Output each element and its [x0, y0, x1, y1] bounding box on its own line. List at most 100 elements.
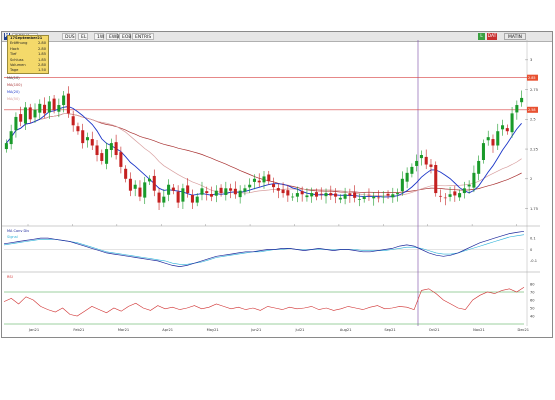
candle-body: [262, 176, 266, 183]
candle-body: [81, 130, 85, 144]
candle-body: [205, 191, 209, 194]
candle-body: [458, 193, 462, 198]
candle-body: [105, 149, 109, 164]
candle-body: [71, 116, 75, 126]
candle-body: [496, 131, 500, 146]
candle-body: [348, 193, 352, 196]
candle-body: [462, 188, 466, 194]
candle-body: [47, 101, 51, 113]
tool-item-eob[interactable]: EOB: [119, 33, 131, 40]
candle-body: [66, 93, 70, 114]
candle-body: [396, 193, 400, 195]
rsi-tick-label: 80: [530, 282, 535, 286]
info-row: Eröffnung 2.80: [10, 41, 46, 46]
indicator-label: MA(100): [7, 83, 22, 87]
x-tick-label: Jun21: [250, 328, 261, 332]
candle-body: [424, 156, 428, 165]
macd-tick-label: 0.1: [530, 236, 536, 240]
candle-body: [152, 175, 156, 191]
candle-body: [505, 128, 509, 132]
candle-body: [52, 98, 56, 110]
y-tick-label: 2.75: [530, 88, 538, 92]
candle-body: [62, 95, 66, 106]
macd-label: MA Conv Div: [7, 229, 29, 233]
info-row: Schluss 1.85: [10, 57, 46, 62]
macd-line: [3, 230, 525, 267]
candle-body: [9, 131, 13, 145]
candle-body: [410, 166, 414, 174]
x-tick-label: Mar21: [118, 328, 129, 332]
candle-body: [300, 191, 304, 195]
candle-body: [276, 188, 280, 191]
macd-signal-line: [3, 234, 525, 265]
candle-body: [305, 195, 309, 198]
x-tick-label: Jan21: [28, 328, 39, 332]
candle-body: [100, 153, 104, 161]
rsi-label: RSI: [7, 275, 13, 279]
rsi-tick-label: 60: [530, 298, 535, 302]
candle-body: [76, 126, 80, 132]
candle-body: [90, 139, 94, 146]
candle-body: [381, 196, 385, 198]
indicator-label: MA(20): [7, 90, 20, 94]
candle-body: [133, 184, 137, 189]
candle-body: [295, 193, 299, 197]
candle-body: [248, 184, 252, 188]
candle-body: [200, 188, 204, 195]
candle-body: [14, 116, 18, 131]
rsi-tick-label: 40: [530, 314, 535, 318]
candle-body: [448, 194, 452, 197]
candle-body: [238, 190, 242, 198]
y-tick-label: 2: [530, 177, 532, 181]
exchange-field[interactable]: DUS: [62, 33, 76, 40]
candle-body: [224, 188, 228, 195]
candle-body: [209, 194, 214, 197]
candle-body: [229, 188, 233, 191]
x-axis: Jan21 Feb21 Mar21 Apr21 May21 Jun21 Jul21 Aug21…: [27, 224, 530, 332]
level-tag: [527, 74, 538, 81]
candle-body: [28, 107, 32, 120]
macd-signal-label: Signal: [7, 235, 18, 239]
candle-body: [252, 178, 256, 182]
candle-body: [372, 196, 376, 199]
info-box-date: 17September21: [10, 36, 43, 40]
toolbar-button-matin[interactable]: MATIN: [504, 33, 526, 40]
candle-body: [353, 192, 357, 198]
ohlc-info-box: 17September21 Eröffnung 2.80 Hoch 2.80 Tie…: [7, 35, 49, 74]
candle-body: [4, 143, 8, 150]
x-tick-label: May21: [207, 328, 219, 332]
candle-body: [434, 164, 438, 194]
tool-item-ewb[interactable]: EWB: [106, 33, 119, 40]
x-tick-label: Dec21: [518, 328, 530, 332]
level-tag-label: 2.85: [528, 76, 536, 80]
candle-body: [429, 164, 433, 167]
period-field[interactable]: 1W: [94, 33, 104, 40]
level-tag: [527, 106, 538, 113]
candle-body: [95, 145, 99, 156]
candle-body: [109, 143, 113, 151]
candle-body: [43, 104, 47, 114]
toolbar-button-l[interactable]: L: [478, 33, 485, 40]
chart-window: M DEBY0 DUS EL 1W EWB EOB ENTRIS L DAT M…: [1, 31, 553, 338]
candle-body: [286, 190, 290, 196]
candle-body: [214, 190, 218, 196]
tool-item-entris[interactable]: ENTRIS: [132, 33, 154, 40]
type-field[interactable]: EL: [78, 33, 88, 40]
toolbar-button-dat[interactable]: DAT: [487, 33, 497, 40]
indicator-label: MA(50): [7, 97, 20, 101]
candle-body: [405, 172, 409, 182]
candle-body: [415, 160, 419, 166]
candle-body: [438, 195, 443, 197]
candle-body: [501, 125, 505, 130]
candle-body: [190, 194, 194, 203]
candle-body: [391, 194, 395, 198]
candle-body: [114, 142, 118, 156]
candle-body: [219, 187, 223, 194]
candle-body: [291, 196, 295, 198]
candle-body: [257, 180, 261, 183]
candle-body: [343, 194, 347, 199]
candle-body: [357, 199, 361, 200]
rsi-tick-label: 50: [530, 306, 535, 310]
candle-body: [147, 178, 152, 182]
